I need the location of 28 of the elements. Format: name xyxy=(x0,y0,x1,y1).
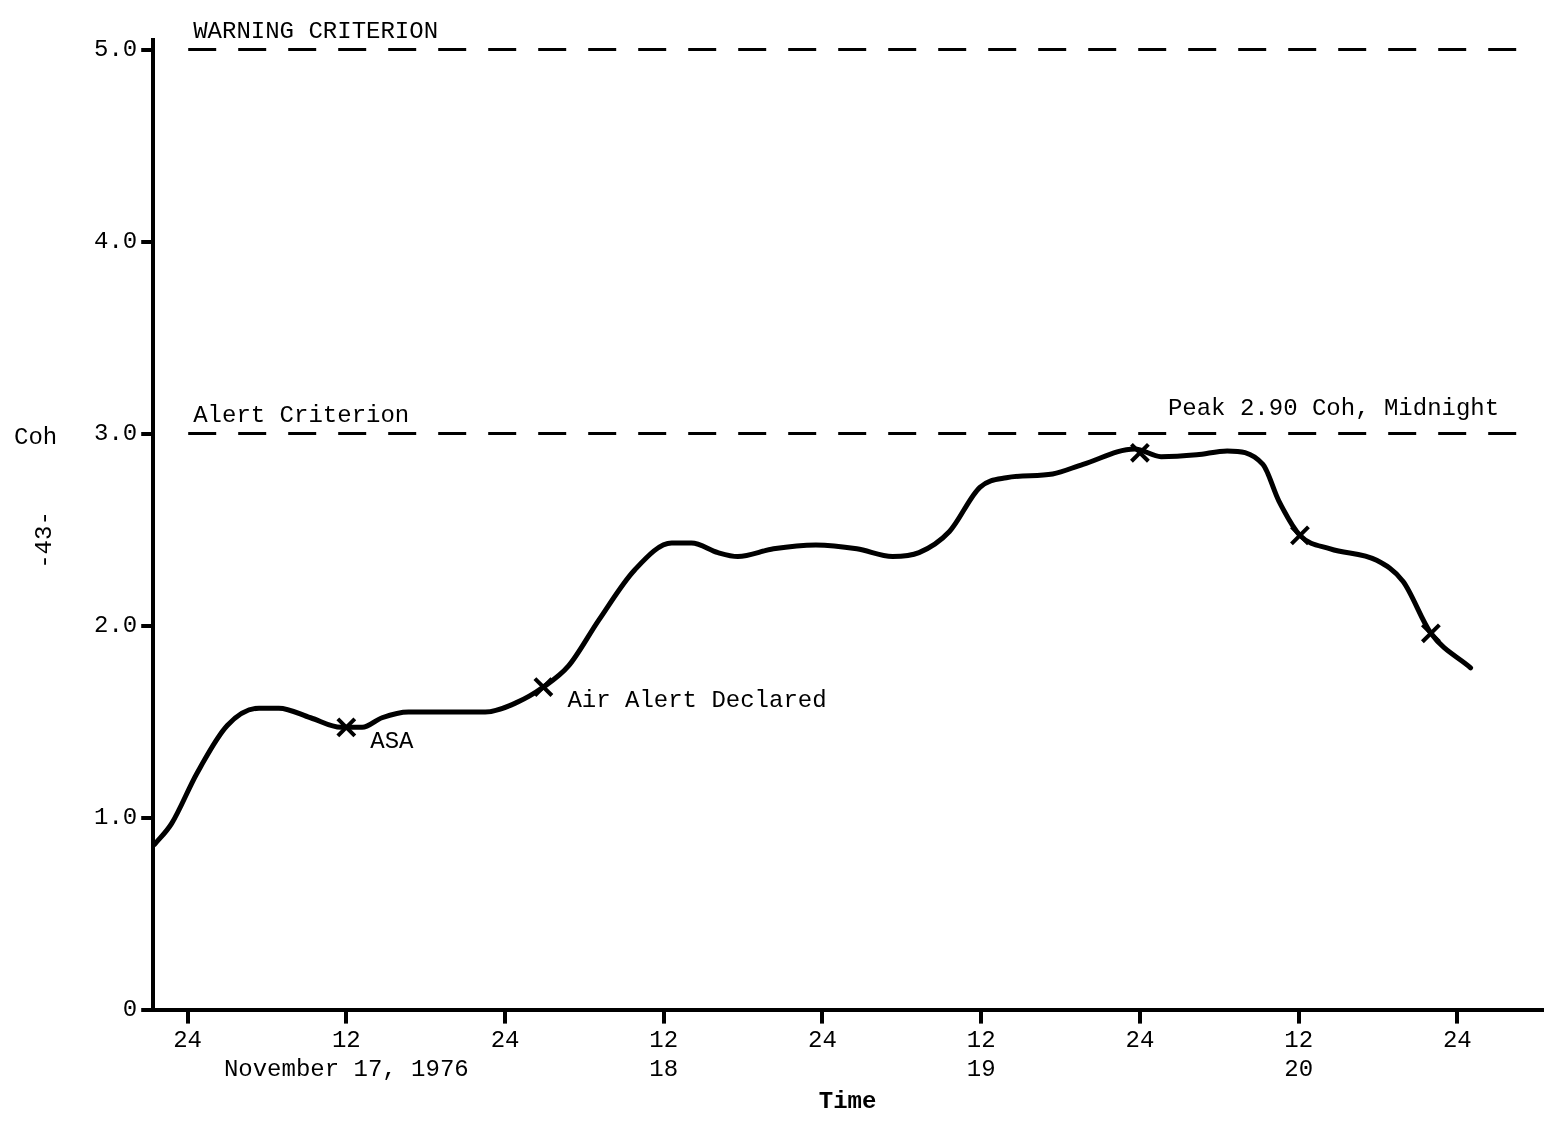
ref-line-label: Alert Criterion xyxy=(193,401,410,429)
x-tick-label: 24 xyxy=(1442,1027,1472,1055)
point xyxy=(1129,442,1151,464)
point xyxy=(1420,622,1442,644)
point xyxy=(1289,524,1311,546)
x-tick-label: 24 xyxy=(1125,1027,1155,1055)
point xyxy=(532,676,554,698)
x-tick-label: 24 xyxy=(173,1027,202,1055)
x-tick-label: 12 November 17, 1976 xyxy=(223,1027,469,1084)
x-tick-label: 24 xyxy=(490,1027,520,1055)
y-tick-label: 5.0 xyxy=(93,35,138,63)
y-tick-label: 1.0 xyxy=(93,803,138,831)
y-tick-label: 0 xyxy=(122,995,138,1023)
x-tick-label: 24 xyxy=(808,1027,837,1055)
annotation: Peak 2.90 Coh, Midnight xyxy=(1167,395,1500,423)
y-tick-label: 4.0 xyxy=(93,227,138,255)
y-tick-label: 2.0 xyxy=(93,611,138,639)
ref-line-label: WARNING CRITERION xyxy=(193,17,439,45)
x-axis-title: Time xyxy=(818,1087,877,1115)
x-tick-label: 12 19 xyxy=(966,1027,996,1084)
text: -43- xyxy=(31,511,59,569)
point xyxy=(335,716,357,738)
y-tick-label: 3.0 xyxy=(93,419,138,447)
annotation: ASA xyxy=(370,727,415,755)
x-tick-label: 12 20 xyxy=(1284,1027,1314,1084)
y-axis-title: Coh xyxy=(14,423,58,451)
x-tick-label: 12 18 xyxy=(649,1027,679,1084)
annotation: Air Alert Declared xyxy=(567,687,827,715)
